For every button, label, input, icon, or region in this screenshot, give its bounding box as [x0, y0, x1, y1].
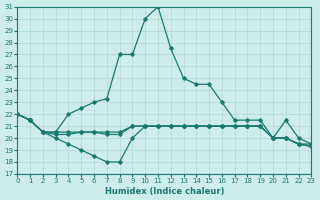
X-axis label: Humidex (Indice chaleur): Humidex (Indice chaleur) [105, 187, 224, 196]
